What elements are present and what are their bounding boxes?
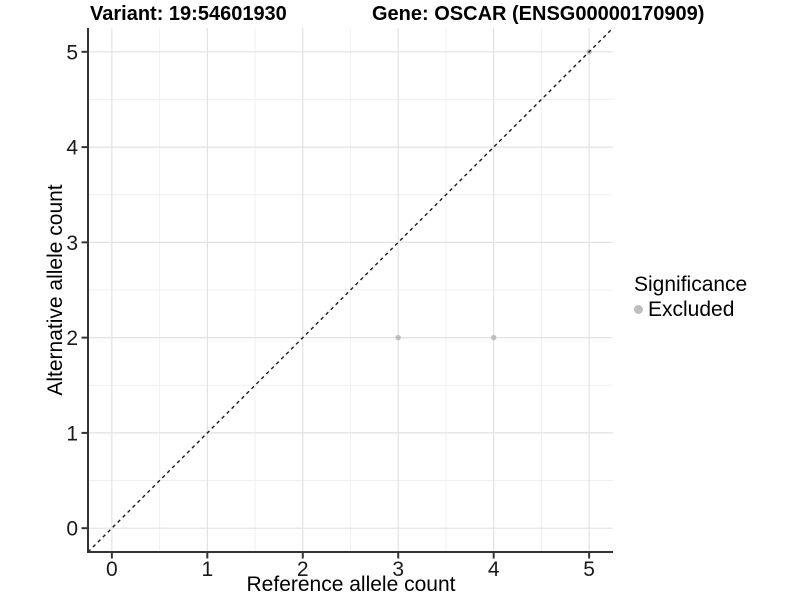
x-tick-label: 0 — [106, 558, 118, 581]
x-tick-label: 3 — [392, 558, 404, 581]
legend: Significance Excluded — [634, 272, 747, 322]
y-tick-label: 5 — [66, 41, 78, 64]
x-tick-label: 1 — [201, 558, 213, 581]
x-tick-label: 5 — [583, 558, 595, 581]
x-axis-title: Reference allele count — [246, 573, 456, 596]
x-tick-label: 2 — [297, 558, 309, 581]
data-point — [490, 334, 497, 341]
data-point — [395, 334, 401, 341]
plot-title-gene: Gene: OSCAR (ENSG00000170909) — [372, 3, 705, 25]
y-tick-label: 1 — [66, 422, 78, 445]
y-tick-label: 2 — [66, 327, 78, 350]
legend-point-icon — [634, 305, 643, 314]
y-tick-label: 4 — [66, 137, 78, 160]
legend-title: Significance — [634, 273, 748, 296]
legend-entry-label: Excluded — [648, 298, 735, 321]
y-tick-label: 0 — [66, 518, 78, 541]
legend-entry-excluded: Excluded — [634, 297, 747, 322]
x-tick-label: 4 — [488, 558, 500, 581]
identity-reference-line — [87, 27, 614, 553]
y-axis-title: Alternative allele count — [44, 184, 67, 396]
y-tick-label: 3 — [66, 232, 78, 255]
plot-title-variant: Variant: 19:54601930 — [90, 3, 287, 25]
